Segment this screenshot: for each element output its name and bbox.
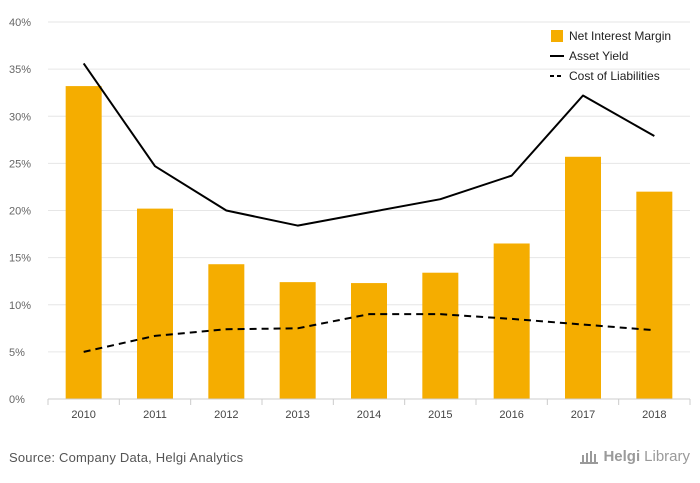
x-tick-label: 2015 bbox=[428, 409, 452, 421]
x-tick-label: 2018 bbox=[642, 409, 666, 421]
bar bbox=[493, 243, 530, 399]
y-tick-label: 0% bbox=[9, 394, 25, 406]
dashed-series-line bbox=[83, 313, 655, 353]
logo-text: Helgi bbox=[603, 448, 641, 465]
helgi-library-logo: Helgi Library bbox=[579, 448, 690, 465]
bar bbox=[565, 156, 601, 399]
line-series bbox=[82, 62, 655, 353]
y-tick-label: 10% bbox=[9, 300, 31, 312]
y-tick-label: 25% bbox=[9, 158, 31, 170]
x-tick-label: 2013 bbox=[285, 409, 309, 421]
x-tick-label: 2012 bbox=[214, 409, 238, 421]
x-axis: 2010 2011 2012 2013 2014 2015 2016 2017 2018 bbox=[47, 398, 691, 421]
bar bbox=[65, 86, 102, 399]
legend-label: Asset Yield bbox=[569, 49, 628, 63]
legend: Net Interest Margin Asset Yield Cost of Li… bbox=[550, 29, 671, 83]
y-tick-label: 5% bbox=[9, 347, 25, 359]
y-tick-label: 30% bbox=[9, 111, 31, 123]
x-tick-label: 2014 bbox=[357, 409, 381, 421]
y-tick-label: 20% bbox=[9, 206, 31, 218]
chart: 0%5%10%15%20%25%30%35%40% 2010 2011 2012 20… bbox=[9, 17, 691, 421]
y-tick-label: 15% bbox=[9, 253, 31, 265]
y-tick-label: 40% bbox=[9, 17, 31, 29]
legend-swatch bbox=[551, 30, 563, 42]
y-axis: 0% 5% 10% 15% 20% 25% 30% 35% 40% bbox=[9, 17, 31, 406]
bar-series bbox=[65, 86, 673, 399]
bar bbox=[208, 264, 245, 399]
x-tick-label: 2011 bbox=[143, 409, 167, 421]
bar bbox=[422, 272, 459, 399]
source-note: Source: Company Data, Helgi Analytics bbox=[9, 450, 244, 465]
x-tick-label: 2016 bbox=[499, 409, 523, 421]
y-tick-label: 35% bbox=[9, 64, 31, 76]
logo-text-library: Library bbox=[644, 448, 690, 465]
x-tick-label: 2017 bbox=[571, 409, 595, 421]
x-tick-label: 2010 bbox=[71, 409, 95, 421]
legend-label: Net Interest Margin bbox=[569, 29, 671, 43]
bar bbox=[137, 208, 173, 399]
library-building-icon bbox=[580, 450, 599, 464]
solid-series-line bbox=[82, 62, 655, 227]
bar bbox=[279, 282, 316, 399]
legend-label: Cost of Liabilities bbox=[569, 69, 660, 83]
bar bbox=[351, 283, 387, 399]
bar bbox=[636, 191, 673, 399]
